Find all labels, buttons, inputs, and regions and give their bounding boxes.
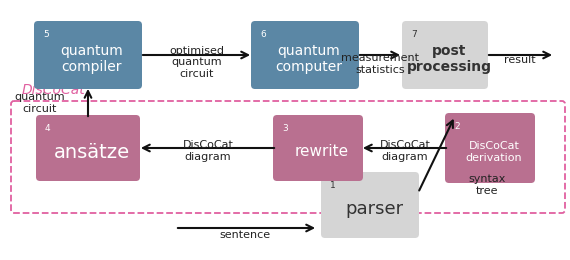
Text: 6: 6 — [260, 30, 266, 39]
FancyBboxPatch shape — [321, 172, 419, 238]
Text: 1: 1 — [330, 181, 336, 190]
FancyBboxPatch shape — [34, 21, 142, 89]
FancyBboxPatch shape — [36, 115, 140, 181]
Text: quantum
circuit: quantum circuit — [14, 92, 64, 114]
Text: 3: 3 — [282, 124, 288, 133]
Text: quantum
computer: quantum computer — [275, 44, 343, 74]
FancyBboxPatch shape — [402, 21, 488, 89]
Text: post
processing: post processing — [406, 44, 491, 74]
Text: DisCoCat
diagram: DisCoCat diagram — [182, 140, 234, 162]
FancyBboxPatch shape — [251, 21, 359, 89]
Text: rewrite: rewrite — [295, 145, 349, 159]
Text: parser: parser — [345, 200, 403, 218]
Text: 2: 2 — [454, 122, 459, 131]
Text: DisCoCat
diagram: DisCoCat diagram — [380, 140, 430, 162]
FancyBboxPatch shape — [273, 115, 363, 181]
Text: DisCoCat: DisCoCat — [22, 83, 86, 97]
Text: 4: 4 — [45, 124, 51, 133]
Text: ansätze: ansätze — [54, 142, 130, 161]
Text: result: result — [504, 55, 536, 65]
Text: syntax
tree: syntax tree — [468, 174, 506, 196]
Text: measurement
statistics: measurement statistics — [341, 53, 419, 75]
Text: sentence: sentence — [219, 230, 271, 240]
FancyBboxPatch shape — [445, 113, 535, 183]
Text: 7: 7 — [411, 30, 417, 39]
Text: optimised
quantum
circuit: optimised quantum circuit — [169, 46, 225, 79]
Text: quantum
compiler: quantum compiler — [60, 44, 123, 74]
Text: DisCoCat
derivation: DisCoCat derivation — [466, 141, 522, 163]
Text: 5: 5 — [43, 30, 49, 39]
